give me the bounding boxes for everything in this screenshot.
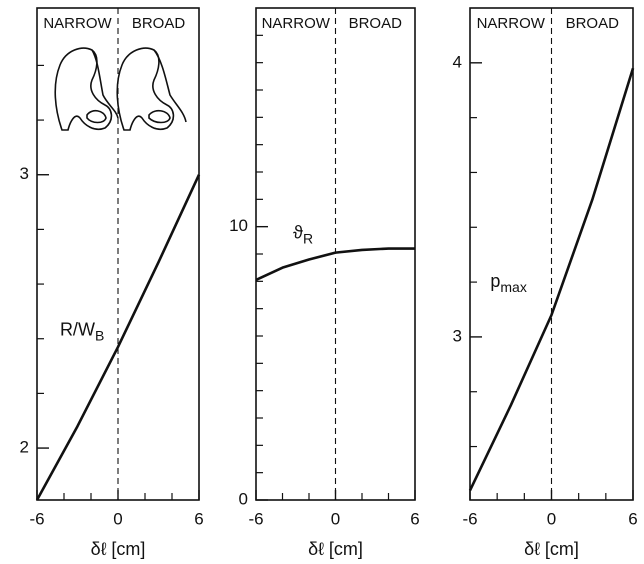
y-tick-label: 2 — [20, 438, 29, 457]
x-axis-label: δℓ [cm] — [524, 539, 579, 559]
curve-label-subscript: max — [500, 279, 526, 295]
x-tick-label: 0 — [547, 509, 556, 528]
hip-illustration — [54, 47, 187, 131]
curve-label-subscript: B — [95, 327, 104, 343]
curve-label: pmax — [490, 271, 526, 295]
region-label: BROAD — [566, 15, 620, 32]
curve-label-main: ϑ — [293, 222, 303, 242]
curve-label: ϑR — [293, 222, 313, 246]
y-tick-label: 4 — [453, 52, 462, 71]
data-line — [255, 247, 415, 282]
region-label: NARROW — [262, 15, 331, 32]
x-tick-label: -6 — [248, 509, 263, 528]
curve-label-subscript: R — [303, 230, 313, 246]
region-label: BROAD — [349, 15, 403, 32]
x-tick-label: 6 — [194, 509, 203, 528]
x-tick-label: -6 — [29, 509, 44, 528]
y-tick-label: 0 — [239, 489, 248, 508]
x-tick-label: 0 — [331, 509, 340, 528]
y-tick-label: 3 — [453, 326, 462, 345]
curve-label-main: p — [490, 271, 500, 291]
data-line — [468, 67, 635, 491]
region-label: NARROW — [477, 15, 546, 32]
data-line — [35, 174, 201, 501]
x-axis-label: δℓ [cm] — [308, 539, 363, 559]
x-tick-label: 0 — [113, 509, 122, 528]
x-tick-label: 6 — [410, 509, 419, 528]
x-tick-label: 6 — [628, 509, 637, 528]
curve-label-main: R/W — [60, 319, 95, 339]
region-label: BROAD — [132, 15, 186, 32]
curve-label: R/WB — [60, 319, 104, 343]
region-label: NARROW — [43, 15, 112, 32]
x-axis-label: δℓ [cm] — [91, 539, 146, 559]
y-tick-label: 10 — [229, 216, 248, 235]
x-tick-label: -6 — [462, 509, 477, 528]
y-tick-label: 3 — [20, 164, 29, 183]
